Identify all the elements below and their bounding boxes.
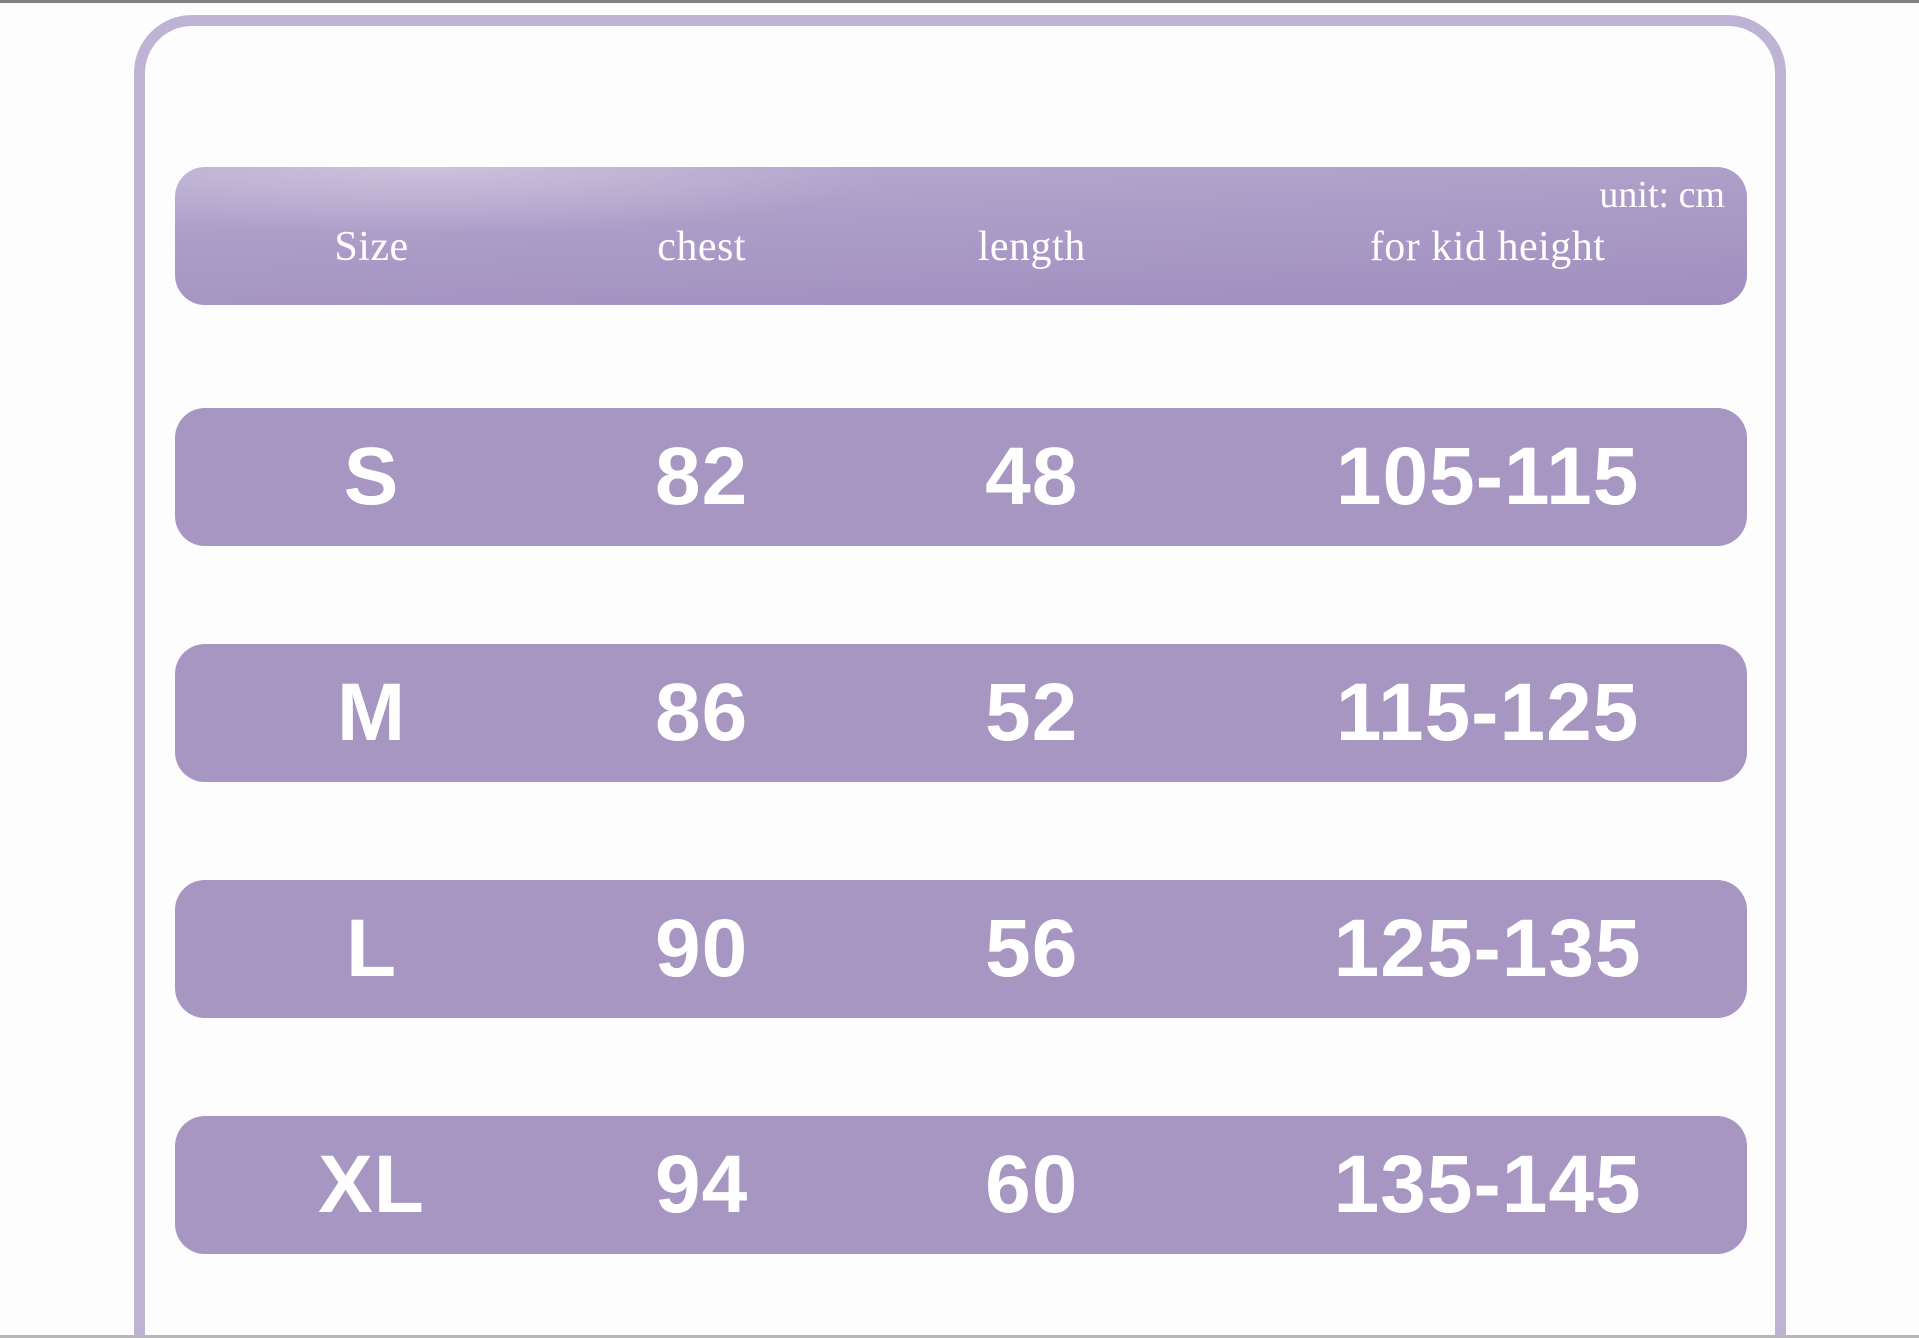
kid-height-cell: 135-145 xyxy=(1333,1139,1642,1230)
header-cell-size: Size xyxy=(334,224,409,270)
chest-cell: 86 xyxy=(655,667,749,758)
size-cell: XL xyxy=(318,1139,425,1230)
header-cell-kid-height: for kid height xyxy=(1369,224,1606,270)
header-cell-length: length xyxy=(977,224,1086,270)
length-cell: 60 xyxy=(985,1139,1079,1230)
unit-label: unit: cm xyxy=(1599,174,1725,216)
kid-height-cell: 105-115 xyxy=(1335,431,1640,522)
chest-cell: 82 xyxy=(655,431,749,522)
table-row-l: L 90 56 125-135 xyxy=(175,880,1747,1018)
size-cell: L xyxy=(345,903,398,994)
size-cell: M xyxy=(336,667,407,758)
size-cell: S xyxy=(343,431,400,522)
kid-height-cell: 115-125 xyxy=(1335,667,1640,758)
top-edge-line xyxy=(0,0,1919,3)
size-table-header-row: unit: cm Size chest length for kid heigh… xyxy=(175,167,1747,305)
kid-height-cell: 125-135 xyxy=(1333,903,1642,994)
length-cell: 52 xyxy=(985,667,1079,758)
length-cell: 48 xyxy=(985,431,1079,522)
header-cell-chest: chest xyxy=(657,224,747,270)
table-row-m: M 86 52 115-125 xyxy=(175,644,1747,782)
bottom-edge-line xyxy=(0,1335,1919,1338)
chest-cell: 94 xyxy=(655,1139,749,1230)
chest-cell: 90 xyxy=(655,903,749,994)
table-row-s: S 82 48 105-115 xyxy=(175,408,1747,546)
table-row-xl: XL 94 60 135-145 xyxy=(175,1116,1747,1254)
length-cell: 56 xyxy=(985,903,1079,994)
card-outline xyxy=(134,15,1786,1338)
size-table: unit: cm Size chest length for kid heigh… xyxy=(175,167,1747,1338)
